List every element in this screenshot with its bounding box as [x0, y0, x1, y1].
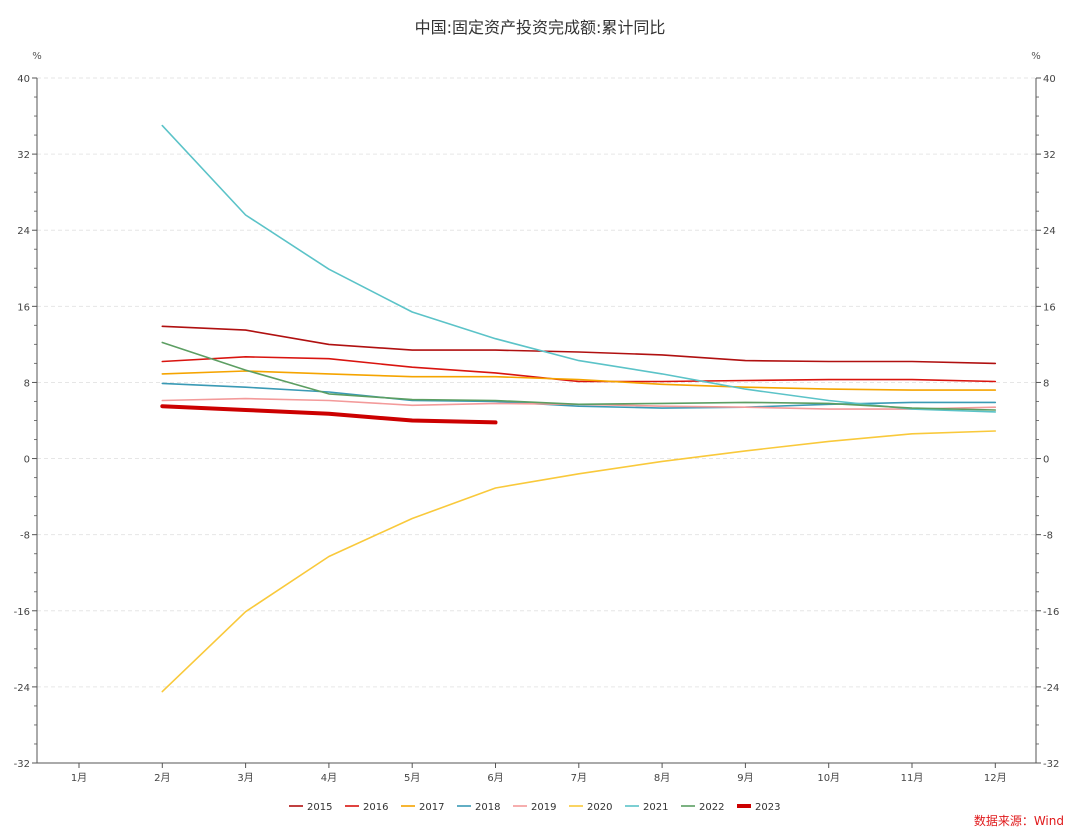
y-tick-label-right: 16 [1043, 302, 1056, 313]
y-tick-label-left: 32 [17, 150, 30, 161]
series-line-2017 [161, 370, 997, 391]
y-tick-label-right: -24 [1043, 683, 1059, 694]
y-tick-label-right: 32 [1043, 150, 1056, 161]
y-tick-label-left: 40 [17, 74, 30, 85]
legend-label-2023: 2023 [755, 802, 780, 813]
y-tick-label-right: 24 [1043, 226, 1056, 237]
x-tick-label: 6月 [487, 772, 503, 784]
grid-lines [37, 77, 1036, 764]
y-unit-right: % [1031, 51, 1041, 62]
y-tick-label-right: -16 [1043, 607, 1059, 618]
x-tick-label: 7月 [571, 772, 587, 784]
x-tick-label: 10月 [817, 772, 840, 784]
y-tick-label-left: 24 [17, 226, 30, 237]
legend-label-2016: 2016 [363, 802, 388, 813]
x-tick-label: 5月 [404, 772, 420, 784]
series-line-2020 [161, 430, 997, 693]
series-line-2023 [160, 404, 498, 425]
y-tick-label-right: 40 [1043, 74, 1056, 85]
x-tick-label: 2月 [154, 772, 170, 784]
y-tick-label-left: -8 [20, 531, 30, 542]
y-tick-label-right: -8 [1043, 531, 1053, 542]
series-line-2016 [161, 355, 997, 383]
legend-label-2022: 2022 [699, 802, 724, 813]
y-tick-label-left: 8 [24, 378, 30, 389]
source-note: 数据来源：Wind [973, 814, 1064, 828]
y-unit-left: % [32, 51, 42, 62]
x-tick-label: 4月 [321, 772, 337, 784]
x-tick-label: 8月 [654, 772, 670, 784]
y-tick-label-left: -16 [14, 607, 30, 618]
y-tick-label-right: -32 [1043, 759, 1059, 770]
y-tick-label-left: -32 [14, 759, 30, 770]
legend: 2015 2016 2017 2018 2019 2020 2021 2022 2023 [289, 802, 780, 813]
series-line-2021 [161, 124, 997, 413]
legend-label-2017: 2017 [419, 802, 444, 813]
y-tick-label-left: 0 [24, 455, 30, 466]
y-tick-label-left: 16 [17, 302, 30, 313]
axes: 40 40 32 32 24 24 16 16 8 8 0 0 -8 -8 -16 -16 -24 -24 -32 -… [14, 74, 1060, 784]
series-line-2015 [161, 325, 997, 365]
legend-label-2020: 2020 [587, 802, 612, 813]
y-tick-label-right: 8 [1043, 378, 1049, 389]
x-tick-label: 12月 [984, 772, 1007, 784]
legend-label-2019: 2019 [531, 802, 556, 813]
chart-title: 中国:固定资产投资完成额:累计同比 [414, 18, 666, 37]
legend-label-2018: 2018 [475, 802, 500, 813]
y-tick-label-left: -24 [14, 683, 30, 694]
x-tick-label: 11月 [901, 772, 924, 784]
y-tick-label-right: 0 [1043, 455, 1049, 466]
x-tick-label: 1月 [71, 772, 87, 784]
legend-label-2015: 2015 [307, 802, 332, 813]
series-line-2022 [161, 341, 997, 411]
series-lines [160, 124, 997, 693]
x-tick-label: 3月 [237, 772, 253, 784]
x-tick-label: 9月 [737, 772, 753, 784]
legend-label-2021: 2021 [643, 802, 668, 813]
